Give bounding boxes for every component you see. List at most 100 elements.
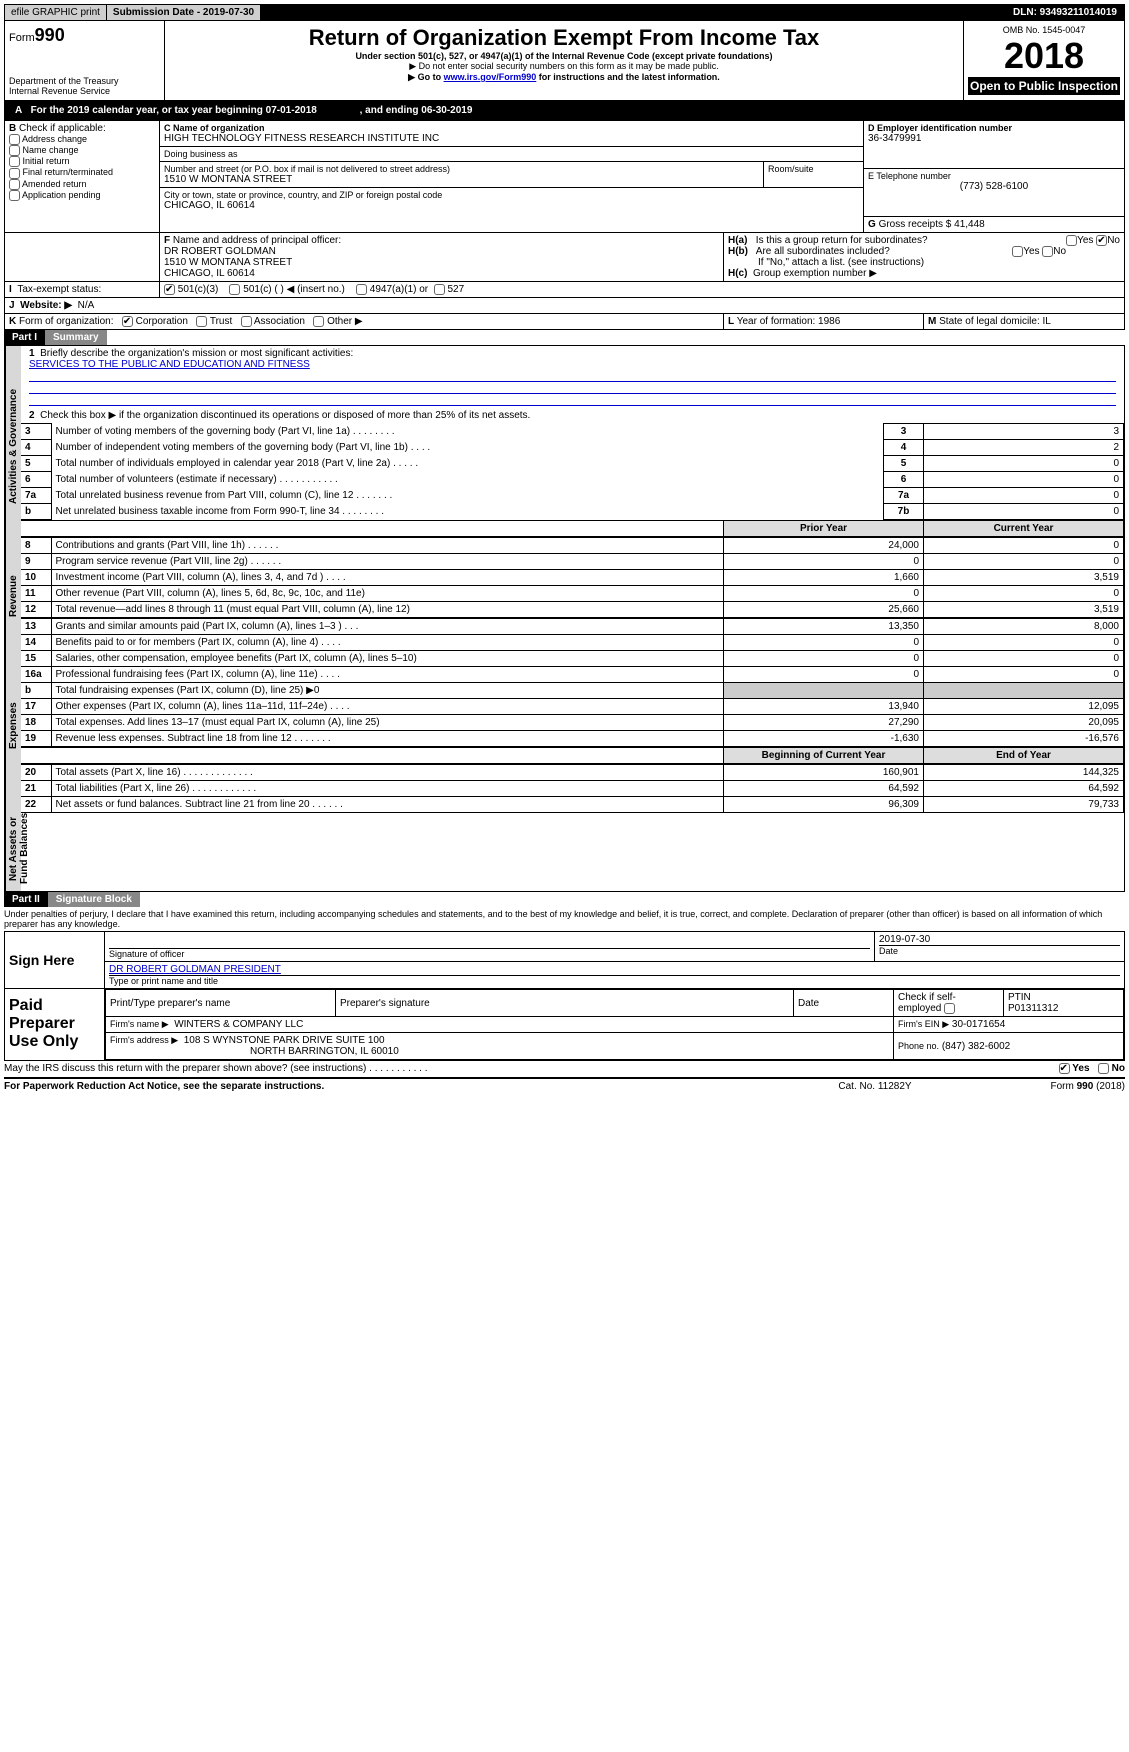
table-row: bTotal fundraising expenses (Part IX, co… <box>21 683 1124 699</box>
may-no[interactable] <box>1098 1063 1109 1074</box>
Hb-no[interactable] <box>1042 246 1053 257</box>
vert-ag: Activities & Governance <box>5 346 21 546</box>
hdr-curr: Current Year <box>924 521 1124 537</box>
na-header: Beginning of Current Year End of Year <box>21 747 1124 764</box>
part2-bar: Part II Signature Block <box>4 892 1125 907</box>
A-label: A <box>15 105 22 116</box>
table-row: 12Total revenue—add lines 8 through 11 (… <box>21 602 1124 618</box>
row-A: A For the 2019 calendar year, or tax yea… <box>4 101 1125 121</box>
may-yes[interactable] <box>1059 1063 1070 1074</box>
signhere: Sign Here <box>5 932 105 988</box>
B-opt: Address change <box>9 134 155 145</box>
no-label2: No <box>1053 246 1066 257</box>
K-trust[interactable] <box>196 316 207 327</box>
B-header: Check if applicable: <box>19 123 106 134</box>
K-label: K <box>9 316 16 327</box>
topbar: efile GRAPHIC print Submission Date - 20… <box>4 4 1125 21</box>
self-emp-cb[interactable] <box>944 1003 955 1014</box>
may-yes-l: Yes <box>1072 1064 1089 1075</box>
tbl-na: 20Total assets (Part X, line 16) . . . .… <box>21 764 1124 813</box>
I-527[interactable] <box>434 284 445 295</box>
B-cb[interactable] <box>9 134 20 145</box>
table-row: 21Total liabilities (Part X, line 26) . … <box>21 781 1124 797</box>
row-KLM: K Form of organization: Corporation Trus… <box>4 314 1125 330</box>
paid-preparer-block: Paid Preparer Use Only Print/Type prepar… <box>4 989 1125 1061</box>
table-row: 8Contributions and grants (Part VIII, li… <box>21 538 1124 554</box>
omb: OMB No. 1545-0047 <box>968 25 1120 35</box>
col-DEG: D Employer identification number 36-3479… <box>864 121 1124 232</box>
B-cb[interactable] <box>9 190 20 201</box>
ptin: PTIN <box>1008 992 1031 1003</box>
I-text: Tax-exempt status: <box>17 284 101 295</box>
ko1: Corporation <box>136 316 188 327</box>
may-discuss: May the IRS discuss this return with the… <box>4 1061 1125 1078</box>
yes-label2: Yes <box>1023 246 1039 257</box>
B-cb[interactable] <box>9 179 20 190</box>
firmname-l: Firm's name ▶ <box>110 1019 169 1029</box>
block-FH: F Name and address of principal officer:… <box>4 233 1125 282</box>
firmein-l: Firm's EIN ▶ <box>898 1019 949 1029</box>
l1v[interactable]: SERVICES TO THE PUBLIC AND EDUCATION AND… <box>29 359 310 370</box>
C-name-label: C Name of organization <box>164 123 265 133</box>
B-opt: Initial return <box>9 156 155 167</box>
E-val: (773) 528-6100 <box>868 181 1120 192</box>
B-cb[interactable] <box>9 168 20 179</box>
dln: DLN: 93493211014019 <box>261 5 1124 20</box>
sig-name[interactable]: DR ROBERT GOLDMAN PRESIDENT <box>109 964 281 975</box>
hdr-prior: Prior Year <box>724 521 924 537</box>
I-501c3[interactable] <box>164 284 175 295</box>
B-label: B <box>9 123 16 134</box>
C-dba-label: Doing business as <box>164 149 859 159</box>
title: Return of Organization Exempt From Incom… <box>169 25 959 51</box>
efile-btn[interactable]: efile GRAPHIC print <box>5 5 107 20</box>
Ha-yes[interactable] <box>1066 235 1077 246</box>
D-val: 36-3479991 <box>868 133 1120 144</box>
summary-body: Activities & Governance Revenue Expenses… <box>4 345 1125 892</box>
footer-left: For Paperwork Reduction Act Notice, see … <box>4 1081 324 1092</box>
Hb-text: Are all subordinates included? <box>756 246 890 257</box>
tbl-exp: 13Grants and similar amounts paid (Part … <box>21 618 1124 747</box>
irs-link[interactable]: www.irs.gov/Form990 <box>444 72 537 82</box>
I-4947[interactable] <box>356 284 367 295</box>
Ha-no[interactable] <box>1096 235 1107 246</box>
B-opt: Name change <box>9 145 155 156</box>
table-row: 15Salaries, other compensation, employee… <box>21 651 1124 667</box>
sub1: Under section 501(c), 527, or 4947(a)(1)… <box>355 51 772 61</box>
col-B: B Check if applicable: Address change Na… <box>5 121 160 232</box>
B-cb[interactable] <box>9 156 20 167</box>
footer-mid: Cat. No. 11282Y <box>775 1081 975 1092</box>
l2: Check this box ▶ if the organization dis… <box>40 410 530 421</box>
table-row: 9Program service revenue (Part VIII, lin… <box>21 554 1124 570</box>
hdr-end: End of Year <box>924 748 1124 764</box>
vert-na: Net Assets or Fund Balances <box>5 806 21 891</box>
part1-bar: Part I Summary <box>4 330 1125 345</box>
C-room-label: Room/suite <box>763 162 863 187</box>
col-C: C Name of organization HIGH TECHNOLOGY F… <box>160 121 864 232</box>
K-corp[interactable] <box>122 316 133 327</box>
sub3b: for instructions and the latest informat… <box>536 72 720 82</box>
I-501c[interactable] <box>229 284 240 295</box>
table-row: 13Grants and similar amounts paid (Part … <box>21 619 1124 635</box>
part2-title: Signature Block <box>48 892 140 907</box>
F-addr1: 1510 W MONTANA STREET <box>164 257 292 268</box>
Hb-yes[interactable] <box>1012 246 1023 257</box>
table-row: 4Number of independent voting members of… <box>21 440 1124 456</box>
phone-l: Phone no. <box>898 1041 939 1051</box>
hdr-beg: Beginning of Current Year <box>724 748 924 764</box>
firmname: WINTERS & COMPANY LLC <box>174 1019 303 1030</box>
K-other[interactable] <box>313 316 324 327</box>
C-street: 1510 W MONTANA STREET <box>164 174 759 185</box>
open-public: Open to Public Inspection <box>968 77 1120 95</box>
B-cb[interactable] <box>9 145 20 156</box>
table-row: 19Revenue less expenses. Subtract line 1… <box>21 731 1124 747</box>
B-opt: Application pending <box>9 190 155 201</box>
B-opt: Final return/terminated <box>9 167 155 178</box>
J-val: N/A <box>78 300 95 311</box>
K-assoc[interactable] <box>241 316 252 327</box>
D-label: D Employer identification number <box>868 123 1012 133</box>
form-big: 990 <box>35 25 65 45</box>
dept: Department of the Treasury Internal Reve… <box>9 76 160 96</box>
Hc-text: Group exemption number ▶ <box>753 268 877 279</box>
paid: Paid Preparer Use Only <box>5 989 105 1060</box>
ptinv: P01311312 <box>1008 1003 1058 1014</box>
